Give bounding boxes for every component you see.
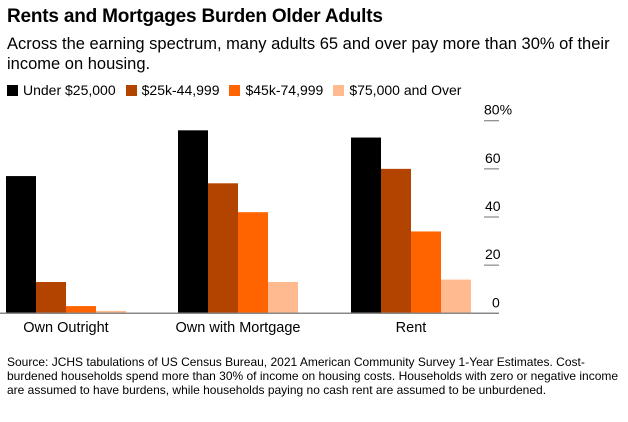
bar — [381, 168, 411, 314]
bar-chart: Own Outright Own with Mortgage Rent 0 20 40 60… — [0, 102, 512, 336]
legend: Under $25,000 $25k-44,999 $45k-74,999 $7… — [7, 82, 461, 98]
bar — [411, 231, 441, 314]
y-tick-label: 60 — [485, 150, 501, 166]
chart-title: Rents and Mortgages Burden Older Adults — [7, 6, 383, 27]
bar — [441, 279, 471, 314]
legend-label: $25k-44,999 — [141, 82, 220, 98]
x-tick-label: Rent — [396, 320, 427, 336]
bar — [178, 130, 208, 314]
legend-item: $75,000 and Over — [333, 82, 461, 98]
legend-swatch — [125, 84, 137, 96]
legend-item: Under $25,000 — [7, 82, 116, 98]
legend-swatch — [229, 84, 241, 96]
legend-item: $25k-44,999 — [125, 82, 220, 98]
bar — [96, 310, 126, 314]
bar — [268, 282, 298, 314]
legend-label: $45k-74,999 — [245, 82, 324, 98]
y-tick-label: 20 — [485, 246, 501, 262]
bar — [6, 176, 36, 314]
bar — [238, 212, 268, 314]
x-tick-label: Own with Mortgage — [176, 320, 301, 336]
bar — [208, 183, 238, 314]
legend-item: $45k-74,999 — [229, 82, 323, 98]
source-note: Source: JCHS tabulations of US Census Bu… — [7, 355, 619, 397]
bar — [351, 137, 381, 314]
legend-swatch — [7, 84, 18, 96]
legend-label: $75,000 and Over — [349, 82, 462, 98]
bar — [66, 306, 96, 314]
legend-label: Under $25,000 — [23, 82, 116, 98]
legend-swatch — [333, 84, 345, 96]
y-tick-label: 40 — [485, 198, 501, 214]
bar — [36, 282, 66, 314]
chart-subtitle: Across the earning spectrum, many adults… — [7, 35, 610, 73]
y-tick-label: 80% — [484, 102, 512, 118]
y-tick-label: 0 — [492, 294, 500, 310]
x-tick-label: Own Outright — [23, 320, 108, 336]
